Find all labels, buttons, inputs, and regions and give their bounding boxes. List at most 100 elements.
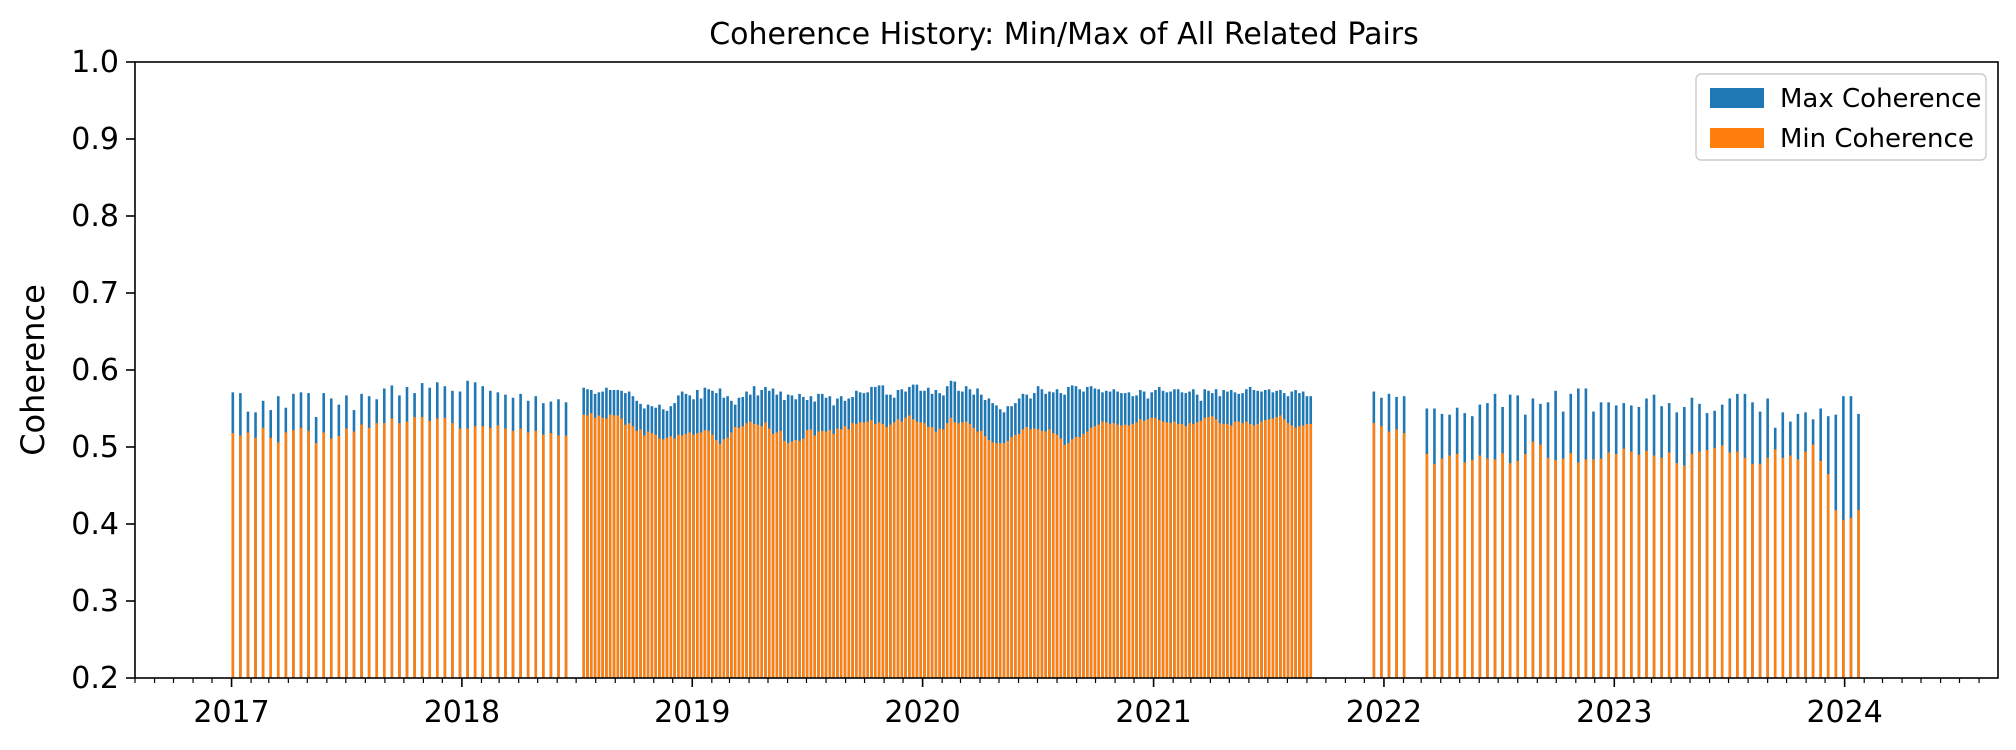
min-coherence-bar	[832, 433, 835, 678]
min-coherence-bar	[733, 426, 737, 678]
min-coherence-bar	[1233, 421, 1237, 678]
min-coherence-bar	[877, 422, 881, 678]
min-coherence-bar	[534, 430, 538, 678]
min-coherence-bar	[1286, 423, 1290, 678]
min-coherence-bar	[949, 417, 953, 678]
min-coherence-bar	[1097, 424, 1100, 678]
y-tick-label: 0.9	[71, 122, 119, 157]
min-coherence-bar	[1135, 422, 1138, 678]
min-coherence-bar	[908, 415, 911, 678]
min-coherence-bar	[1112, 423, 1116, 678]
min-coherence-bar	[654, 434, 657, 678]
min-coherence-bar	[605, 418, 608, 678]
min-coherence-bar	[1309, 423, 1313, 678]
min-coherence-bar	[972, 427, 976, 678]
min-coherence-bar	[390, 418, 394, 678]
min-coherence-bar	[1842, 520, 1845, 678]
min-coherence-bar	[794, 440, 798, 678]
min-coherence-bar	[885, 426, 888, 678]
min-coherence-bar	[1055, 434, 1059, 678]
chart-title: Coherence History: Min/Max of All Relate…	[709, 17, 1419, 52]
min-coherence-bar	[809, 429, 813, 678]
min-coherence-bar	[458, 428, 462, 678]
min-coherence-bar	[1758, 463, 1762, 678]
min-coherence-bar	[1380, 426, 1383, 678]
min-coherence-legend-swatch	[1710, 128, 1764, 148]
min-coherence-bar	[1736, 451, 1739, 678]
min-coherence-bar	[1743, 457, 1747, 678]
min-coherence-bar	[983, 436, 987, 678]
min-coherence-bar	[586, 415, 589, 678]
min-coherence-bar	[1781, 457, 1785, 678]
min-coherence-bar	[923, 423, 926, 678]
min-coherence-bar	[945, 423, 949, 678]
min-coherence-bar	[783, 440, 786, 678]
min-coherence-bar	[802, 438, 805, 678]
min-coherence-bar	[1014, 434, 1017, 678]
min-coherence-bar	[1029, 429, 1032, 678]
min-coherence-bar	[1021, 429, 1025, 678]
min-coherence-bar	[1252, 425, 1256, 678]
min-coherence-bar	[1728, 452, 1732, 678]
min-coherence-bar	[881, 423, 885, 678]
min-coherence-bar	[1192, 423, 1195, 678]
min-coherence-bar	[1698, 451, 1701, 678]
x-tick-label: 2018	[424, 695, 500, 730]
min-coherence-bar	[436, 418, 439, 678]
min-coherence-bar	[714, 440, 718, 678]
min-coherence-bar	[1773, 449, 1777, 678]
min-coherence-bar	[915, 421, 919, 678]
min-coherence-bar	[1248, 423, 1252, 678]
min-coherence-bar	[1059, 438, 1063, 678]
min-coherence-bar	[511, 430, 515, 678]
min-coherence-bar	[1275, 416, 1278, 678]
min-coherence-bar	[1305, 423, 1309, 678]
min-coherence-bar	[820, 430, 824, 678]
min-coherence-bar	[612, 415, 616, 678]
min-coherence-bar	[582, 414, 586, 678]
min-coherence-bar	[620, 418, 623, 678]
min-coherence-bar	[1063, 444, 1066, 678]
min-coherence-bar	[360, 424, 363, 678]
min-coherence-bar	[526, 432, 530, 678]
min-coherence-bar	[680, 435, 684, 678]
min-coherence-bar	[1372, 423, 1376, 678]
min-coherence-bar	[1478, 455, 1482, 678]
min-coherence-bar	[1660, 457, 1663, 678]
min-coherence-bar	[473, 426, 477, 678]
min-coherence-bar	[711, 434, 714, 678]
min-coherence-bar	[1630, 451, 1633, 678]
min-coherence-bar	[246, 432, 250, 678]
x-tick-label: 2017	[193, 695, 269, 730]
y-tick-label: 0.2	[71, 661, 119, 696]
min-coherence-bar	[1471, 460, 1474, 678]
min-coherence-bar	[1199, 420, 1203, 678]
min-coherence-bar	[1766, 457, 1769, 678]
min-coherence-bar	[824, 431, 828, 678]
min-coherence-bar	[1607, 452, 1610, 678]
min-coherence-bar	[1402, 433, 1406, 678]
min-coherence-bar	[519, 428, 522, 678]
axes-group: 0.2 0.3 0.4 0.5 0.6 0.7 0.8 0.9 1.0 2017 2018 2019 2…	[71, 45, 1999, 730]
min-coherence-bar	[650, 433, 654, 678]
min-coherence-bar	[635, 430, 639, 678]
min-coherence-bar	[771, 433, 775, 678]
min-coherence-bar	[703, 430, 707, 678]
min-coherence-bar	[1455, 453, 1459, 678]
legend: Max Coherence Min Coherence	[1695, 73, 1987, 161]
min-coherence-bar	[1070, 439, 1074, 678]
min-coherence-bar	[1796, 459, 1800, 678]
min-coherence-bar	[1577, 462, 1580, 678]
min-coherence-bar	[839, 429, 843, 678]
min-coherence-bar	[1222, 423, 1225, 678]
min-coherence-bar	[987, 440, 991, 678]
min-coherence-bar	[1493, 459, 1497, 678]
min-coherence-bar	[466, 428, 469, 678]
min-coherence-bar	[669, 436, 673, 678]
min-coherence-bar	[964, 421, 968, 678]
bars-group	[231, 380, 1860, 678]
y-tick-label: 1.0	[71, 45, 119, 80]
min-coherence-bar	[1002, 443, 1006, 678]
min-coherence-bar	[730, 432, 733, 678]
min-coherence-bar	[1203, 417, 1207, 678]
